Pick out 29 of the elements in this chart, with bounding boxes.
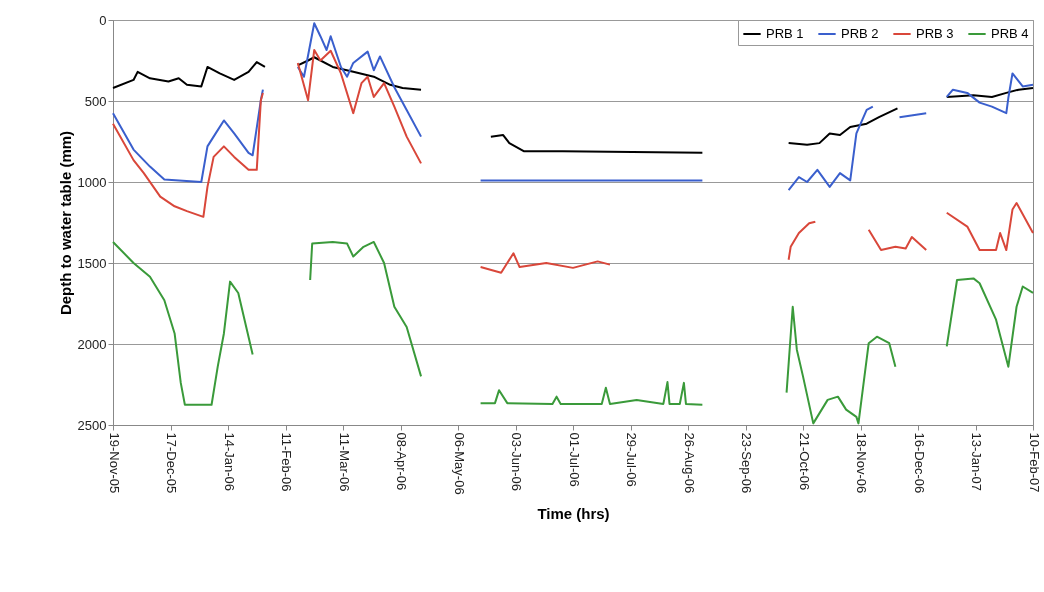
x-tick-label: 06-May-06	[451, 432, 467, 495]
x-tick-label: 18-Nov-06	[854, 432, 869, 494]
legend-label: PRB 2	[841, 26, 879, 41]
x-tick-label: 11-Mar-06	[336, 432, 352, 492]
x-tick-label: 17-Dec-05	[164, 432, 179, 494]
legend-label: PRB 3	[916, 26, 954, 41]
y-tick-label: 1000	[77, 174, 107, 190]
y-tick-label: 2000	[77, 336, 107, 352]
x-tick-label: 08-Apr-06	[394, 432, 409, 491]
x-axis-title: Time (hrs)	[537, 504, 610, 522]
x-tick-label: 16-Dec-06	[911, 432, 927, 494]
x-tick-label: 11-Feb-06	[279, 432, 294, 492]
y-axis-title: Depth to water table (mm)	[56, 130, 74, 316]
x-tick-label: 19-Nov-05	[106, 432, 122, 494]
y-tick-label: 1500	[77, 255, 107, 271]
legend-label: PRB 4	[991, 26, 1029, 41]
x-tick-label: 13-Jan-07	[969, 432, 984, 492]
y-tick-label: 0	[99, 12, 107, 28]
x-tick-label: 10-Feb-07	[1026, 432, 1042, 493]
legend-label: PRB 1	[766, 26, 804, 41]
y-tick-label: 2500	[77, 417, 107, 433]
x-tick-label: 26-Aug-06	[681, 432, 697, 494]
y-tick-label: 500	[84, 93, 107, 109]
x-tick-label: 21-Oct-06	[796, 432, 812, 491]
x-tick-label: 14-Jan-06	[221, 432, 237, 492]
x-tick-label: 03-Jun-06	[509, 432, 524, 492]
x-tick-label: 23-Sep-06	[739, 432, 754, 494]
x-tick-label: 01-Jul-06	[566, 432, 582, 487]
x-tick-label: 29-Jul-06	[624, 432, 639, 487]
